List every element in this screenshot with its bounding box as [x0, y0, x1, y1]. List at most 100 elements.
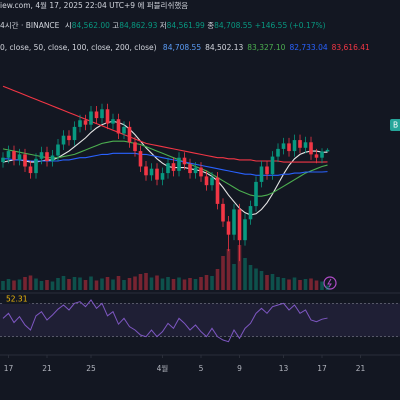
candle-body: [34, 158, 38, 174]
candle-body: [237, 209, 242, 241]
candle-body: [265, 166, 269, 175]
candle-body: [100, 109, 104, 119]
candle-body: [298, 140, 302, 148]
volume-bar: [94, 280, 99, 290]
volume-bar: [133, 276, 137, 290]
volume-bar: [56, 278, 60, 290]
candle-body: [199, 167, 203, 177]
volume-bar: [265, 275, 269, 290]
volume-bar: [127, 278, 132, 290]
volume-bar: [67, 279, 71, 290]
candle-body: [122, 126, 126, 134]
indicator-value: 83,327.10: [247, 43, 285, 52]
candle-body: [23, 154, 27, 167]
volume-bar: [171, 279, 176, 290]
volume-bar: [1, 281, 5, 290]
candle-body: [45, 152, 49, 161]
candle-body: [204, 176, 209, 186]
candle-body: [182, 157, 187, 165]
volume-bar: [248, 265, 253, 290]
candle-body: [111, 119, 115, 124]
indicator-params: 0, close, 50, close, 100, close, 200, cl…: [0, 43, 157, 52]
candle-body: [303, 142, 308, 148]
interval: 4시간 · BINANCE: [0, 20, 60, 30]
volume-bar: [45, 280, 49, 290]
volume-bar: [221, 256, 225, 290]
x-tick-label: 4월: [157, 363, 169, 373]
volume-bar: [309, 278, 313, 290]
candle-body: [39, 152, 44, 159]
volume-bar: [254, 268, 258, 290]
ohlc-value: 84,562.00: [72, 21, 110, 30]
candle-body: [105, 109, 110, 124]
volume-bar: [281, 278, 286, 290]
candle-body: [94, 111, 99, 119]
volume-bar: [166, 277, 170, 290]
candle-body: [281, 143, 286, 149]
candle-body: [188, 164, 192, 174]
alert-icon[interactable]: [323, 276, 337, 290]
volume-bar: [215, 269, 220, 290]
ohlc-value: 84,862.93: [119, 21, 157, 30]
volume-bar: [83, 280, 88, 290]
volume-bar: [39, 281, 44, 290]
candle-body: [17, 154, 22, 160]
rsi-value-label: 52.31: [6, 295, 28, 304]
ohlc-label: 시: [65, 21, 72, 30]
candle-body: [144, 166, 148, 176]
volume-bar: [182, 279, 187, 290]
candle-body: [67, 135, 71, 141]
indicator-value: 84,502.13: [205, 43, 243, 52]
candle-body: [193, 167, 198, 174]
candle-body: [177, 157, 181, 171]
candle-body: [50, 155, 55, 161]
volume-bar: [144, 273, 148, 290]
x-tick-label: 9: [237, 364, 242, 373]
x-tick-label: 17: [317, 364, 327, 373]
alert-icon-bolt: [327, 278, 332, 288]
volume-bar: [28, 275, 33, 290]
price-marker-box: [390, 119, 400, 131]
ohlc-label: 저: [160, 21, 167, 30]
header-ohlc: 4시간 · BINANCE 시84,562.00 고84,862.93 저84,…: [0, 20, 326, 30]
candle-body: [56, 144, 60, 156]
volume-bar: [17, 279, 22, 290]
candle-body: [83, 120, 88, 125]
candle-body: [171, 163, 176, 171]
candle-body: [72, 126, 77, 141]
volume-bar: [276, 277, 280, 290]
change: +146.55 (+0.17%): [255, 21, 326, 30]
x-tick-label: 13: [279, 364, 289, 373]
volume-bar: [100, 278, 104, 290]
volume-bar: [287, 279, 291, 290]
candle-body: [155, 168, 159, 180]
volume-bar: [177, 277, 181, 290]
candle-body: [28, 166, 33, 174]
rsi-line: [2, 299, 328, 343]
volume-bar: [61, 276, 66, 290]
volume-bar: [188, 278, 192, 290]
candle-body: [287, 143, 291, 152]
volume-bar: [298, 280, 302, 290]
volume-bar: [105, 277, 110, 290]
volume-bar: [12, 280, 16, 290]
indicator-value: 82,733.04: [289, 43, 327, 52]
candle-body: [160, 173, 165, 180]
candle-body: [221, 203, 225, 222]
candle-body: [215, 177, 220, 204]
ohlc-label: 종: [207, 21, 214, 30]
ohlc-value: 84,708.55: [214, 21, 252, 30]
volume-bar: [259, 271, 264, 290]
volume-bar: [23, 277, 27, 290]
candle-body: [127, 126, 132, 143]
volume-bar: [303, 279, 308, 290]
candle-body: [248, 206, 253, 220]
volume-bar: [243, 258, 247, 290]
ohlc-value: 84,561.99: [167, 21, 205, 30]
volume-bar: [50, 281, 55, 290]
volume-bar: [320, 281, 324, 290]
volume-bar: [292, 277, 297, 290]
moving-average: [3, 152, 328, 176]
candle-body: [226, 221, 231, 235]
